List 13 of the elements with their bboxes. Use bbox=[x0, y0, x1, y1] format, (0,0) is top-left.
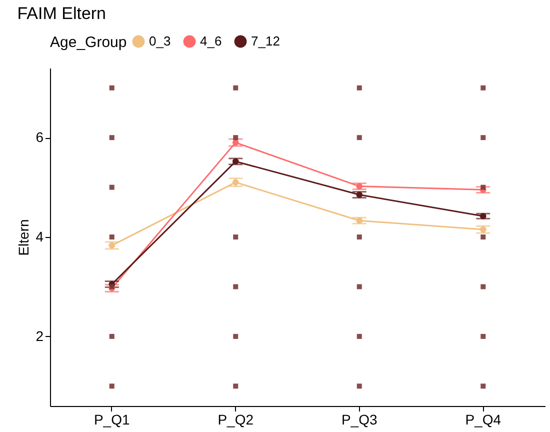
legend-title: Age_Group bbox=[50, 34, 127, 51]
y-tick-label: 2 bbox=[36, 328, 44, 344]
x-tick-label: P_Q3 bbox=[341, 412, 378, 428]
legend-label: 4_6 bbox=[200, 34, 222, 49]
chart-title: FAIM Eltern bbox=[17, 4, 106, 23]
legend-label: 7_12 bbox=[251, 34, 280, 49]
legend-label: 0_3 bbox=[149, 34, 171, 49]
x-tick-label: P_Q1 bbox=[94, 412, 130, 428]
y-tick-label: 6 bbox=[36, 129, 44, 146]
x-tick-label: P_Q4 bbox=[465, 412, 502, 428]
y-tick-label: 4 bbox=[36, 228, 44, 244]
x-tick-label: P_Q2 bbox=[218, 412, 254, 428]
y-axis-title: Eltern bbox=[16, 219, 32, 256]
